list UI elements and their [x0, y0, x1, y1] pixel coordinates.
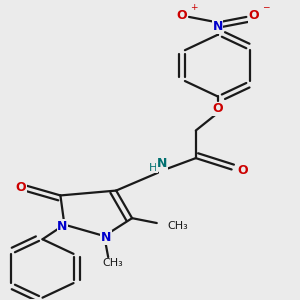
Text: CH₃: CH₃: [102, 258, 123, 268]
Text: H: H: [149, 163, 158, 173]
Text: +: +: [190, 3, 197, 12]
Text: O: O: [238, 164, 248, 178]
Text: O: O: [212, 102, 223, 115]
Text: −: −: [262, 3, 269, 12]
Text: N: N: [157, 157, 167, 170]
Text: O: O: [15, 181, 26, 194]
Text: N: N: [57, 220, 68, 233]
Text: CH₃: CH₃: [167, 221, 188, 231]
Text: N: N: [212, 20, 223, 33]
Text: N: N: [101, 231, 111, 244]
Text: O: O: [176, 9, 187, 22]
Text: O: O: [248, 9, 259, 22]
